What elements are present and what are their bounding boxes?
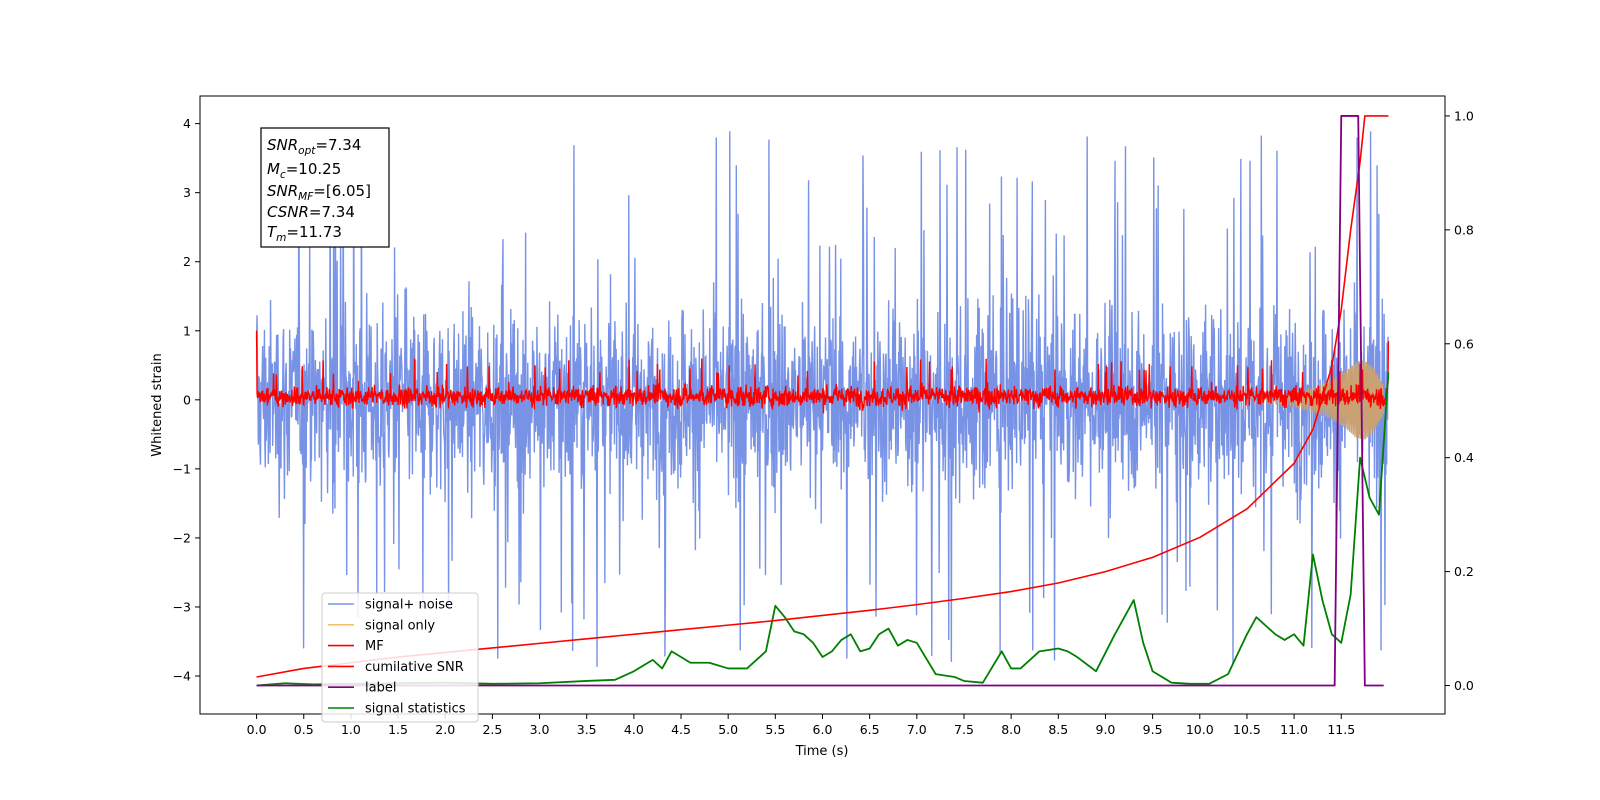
info-snr-opt-sub: opt	[298, 145, 316, 157]
lines-layer	[255, 115, 1390, 687]
info-box-frame	[260, 127, 390, 248]
y-tick-label: 1	[183, 323, 191, 338]
x-tick-label: 2.0	[435, 722, 455, 737]
y2-tick-label: 0.6	[1454, 336, 1474, 351]
x-tick-label: 0.5	[294, 722, 314, 737]
x-tick-label: 6.0	[813, 722, 833, 737]
info-tm-var: T	[267, 223, 278, 241]
x-tick-label: 0.0	[247, 722, 267, 737]
x-tick-label: 2.5	[482, 722, 502, 737]
x-tick-label: 9.5	[1143, 722, 1163, 737]
info-box: SNRopt=7.34 Mc=10.25 SNRMF=[6.05] CSNR=7…	[260, 127, 390, 248]
info-csnr-var: CSNR	[267, 203, 309, 221]
y-tick-label: −2	[173, 530, 191, 545]
y-tick-label: −1	[173, 461, 191, 476]
x-tick-label: 9.0	[1096, 722, 1116, 737]
info-snr-opt-value: =7.34	[315, 136, 361, 154]
y2-tick-label: 0.8	[1454, 222, 1474, 237]
info-mc-sub: c	[280, 169, 286, 181]
info-tm: Tm=11.73	[267, 223, 342, 244]
legend-label: signal+ noise	[365, 598, 453, 613]
y-tick-label: 2	[183, 254, 191, 269]
info-csnr-value: =7.34	[309, 203, 355, 221]
info-mc-var: M	[267, 160, 280, 178]
x-tick-label: 4.0	[624, 722, 644, 737]
x-tick-label: 7.5	[954, 722, 974, 737]
y-axis-left: −4 −3 −2 −1 0 1 2 3 4	[173, 116, 200, 684]
series-cumulative-snr	[256, 115, 1389, 678]
legend-label: signal only	[365, 618, 435, 633]
series-mf	[255, 330, 1390, 414]
x-tick-label: 8.0	[1001, 722, 1021, 737]
info-snr-mf-var: SNR	[267, 182, 298, 200]
x-tick-label: 6.5	[860, 722, 880, 737]
legend-label: signal statistics	[365, 702, 466, 717]
x-tick-label: 11.5	[1327, 722, 1355, 737]
x-tick-label: 1.5	[388, 722, 408, 737]
series-signal-noise	[255, 131, 1390, 667]
info-snr-opt: SNRopt=7.34	[267, 136, 361, 157]
info-tm-sub: m	[276, 232, 286, 244]
legend-label: label	[365, 681, 396, 696]
y-tick-label: −4	[173, 669, 191, 684]
x-tick-label: 10.0	[1186, 722, 1214, 737]
y2-tick-label: 0.4	[1454, 450, 1474, 465]
x-tick-label: 3.0	[530, 722, 550, 737]
legend-frame	[321, 592, 479, 723]
series-signal-statistics	[256, 372, 1390, 687]
info-mc-value: =10.25	[286, 160, 342, 178]
y-tick-label: 3	[183, 185, 191, 200]
info-snr-mf: SNRMF=[6.05]	[267, 182, 371, 203]
info-tm-value: =11.73	[286, 223, 342, 241]
legend: signal+ noise signal only MF cumilative SNR…	[321, 592, 479, 723]
info-snr-mf-value: =[6.05]	[313, 182, 371, 200]
x-tick-label: 4.5	[671, 722, 691, 737]
x-axis-label: Time (s)	[795, 744, 849, 759]
y-axis-right: 0.0 0.2 0.4 0.6 0.8 1.0	[1445, 108, 1474, 693]
y2-tick-label: 1.0	[1454, 108, 1474, 123]
x-tick-label: 3.5	[577, 722, 597, 737]
x-tick-label: 11.0	[1280, 722, 1308, 737]
legend-label: cumilative SNR	[365, 660, 464, 675]
y2-tick-label: 0.2	[1454, 564, 1474, 579]
x-tick-label: 7.0	[907, 722, 927, 737]
info-mc: Mc=10.25	[267, 160, 341, 181]
info-snr-opt-var: SNR	[267, 136, 298, 154]
y-axis-label: Whitened strain	[150, 353, 165, 456]
x-tick-label: 10.5	[1233, 722, 1261, 737]
noise-layer	[255, 131, 1390, 667]
x-axis: 0.0 0.5 1.0 1.5 2.0 2.5 3.0 3.5 4.0 4.5 5.0 5.5 6.0 6…	[247, 714, 1355, 737]
series-label	[256, 115, 1384, 687]
x-tick-label: 5.0	[718, 722, 738, 737]
x-tick-label: 8.5	[1048, 722, 1068, 737]
y-tick-label: −3	[173, 599, 191, 614]
legend-label: MF	[365, 639, 384, 654]
x-tick-label: 5.5	[765, 722, 785, 737]
y-tick-label: 4	[183, 116, 191, 131]
y2-tick-label: 0.0	[1454, 678, 1474, 693]
info-snr-mf-sub: MF	[298, 191, 314, 203]
y-tick-label: 0	[183, 392, 191, 407]
x-tick-label: 1.0	[341, 722, 361, 737]
info-csnr: CSNR=7.34	[267, 203, 355, 221]
